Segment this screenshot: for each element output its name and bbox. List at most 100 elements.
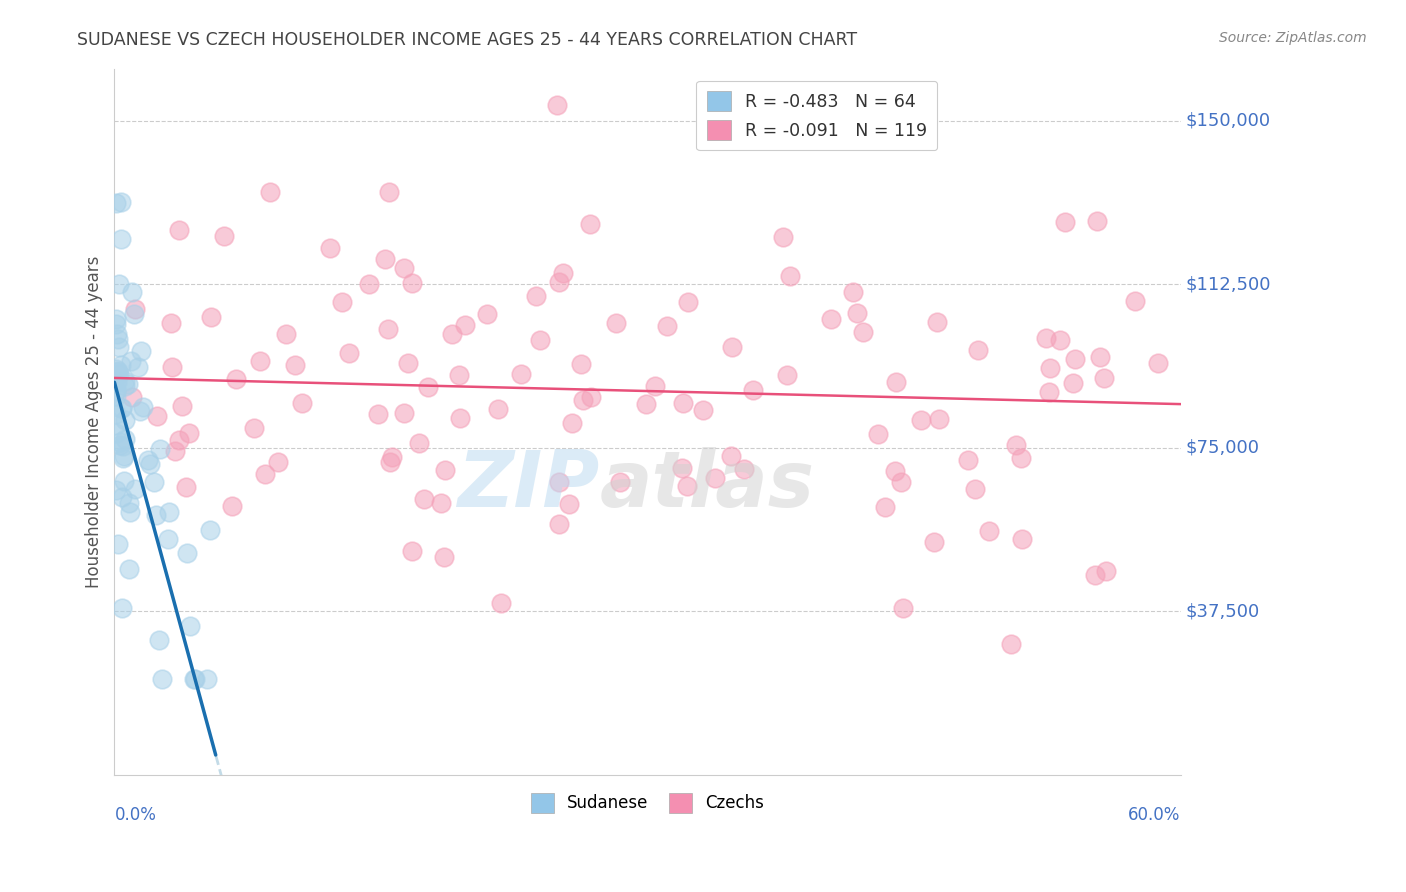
Point [276,327,298,342]
Point [779,269,801,284]
Point [121,285,143,300]
Point [195,672,218,686]
Point [319,241,342,255]
Y-axis label: Householder Income Ages 25 - 44 years: Householder Income Ages 25 - 44 years [86,255,103,588]
Text: atlas: atlas [599,447,814,523]
Point [922,535,945,549]
Point [772,230,794,244]
Point [721,340,744,354]
Point [114,374,136,388]
Point [655,319,678,334]
Point [105,375,128,389]
Point [1084,567,1107,582]
Point [1011,532,1033,546]
Point [107,277,129,291]
Point [105,384,128,399]
Point [112,451,135,466]
Point [179,619,201,633]
Point [105,327,128,342]
Point [176,546,198,560]
Point [378,455,401,469]
Point [124,301,146,316]
Point [1146,356,1168,370]
Point [108,434,131,449]
Point [891,601,914,615]
Point [169,434,191,448]
Point [392,260,415,275]
Point [105,389,128,403]
Point [291,396,314,410]
Point [107,364,129,378]
Point [108,340,131,354]
Point [221,499,243,513]
Point [142,475,165,489]
Point [114,379,136,393]
Point [367,407,389,421]
Point [127,359,149,374]
Point [548,475,571,490]
Point [200,310,222,325]
Point [524,289,547,303]
Point [704,471,727,485]
Point [579,390,602,404]
Point [957,453,980,467]
Point [412,492,434,507]
Point [107,537,129,551]
Point [110,359,132,373]
Text: Source: ZipAtlas.com: Source: ZipAtlas.com [1219,31,1367,45]
Point [156,532,179,546]
Point [105,417,128,432]
Point [1053,214,1076,228]
Point [873,500,896,514]
Point [122,307,145,321]
Point [110,401,132,415]
Point [676,294,699,309]
Point [609,475,631,490]
Point [243,420,266,434]
Point [1064,352,1087,367]
Point [105,407,128,421]
Text: $37,500: $37,500 [1185,602,1260,620]
Point [114,433,136,447]
Point [149,442,172,456]
Point [114,413,136,427]
Point [107,332,129,346]
Point [392,406,415,420]
Point [111,491,134,505]
Point [183,672,205,686]
Point [111,401,134,416]
Point [1035,331,1057,345]
Point [675,478,697,492]
Point [105,317,128,331]
Point [284,358,307,372]
Text: SUDANESE VS CZECH HOUSEHOLDER INCOME AGES 25 - 44 YEARS CORRELATION CHART: SUDANESE VS CZECH HOUSEHOLDER INCOME AGE… [77,31,858,49]
Point [132,400,155,414]
Point [866,426,889,441]
Point [225,372,247,386]
Text: ZIP: ZIP [457,447,599,523]
Point [145,508,167,522]
Point [179,425,201,440]
Point [529,333,551,347]
Point [105,383,128,397]
Point [910,413,932,427]
Point [118,496,141,510]
Point [124,482,146,496]
Point [965,483,987,497]
Point [112,475,135,489]
Point [1038,384,1060,399]
Point [120,354,142,368]
Point [148,633,170,648]
Point [105,365,128,379]
Text: $150,000: $150,000 [1185,112,1271,130]
Point [548,275,571,289]
Point [105,362,128,376]
Point [1095,565,1118,579]
Point [1004,438,1026,452]
Point [105,425,128,440]
Point [339,346,361,360]
Point [416,380,439,394]
Point [561,416,583,430]
Point [644,379,666,393]
Point [846,306,869,320]
